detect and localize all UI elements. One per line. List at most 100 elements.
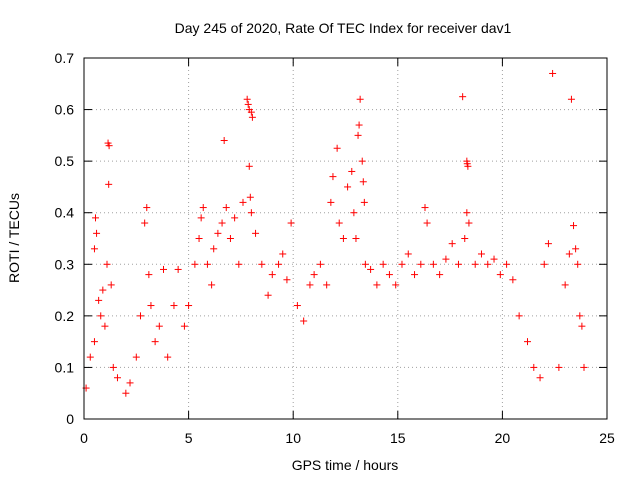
data-point <box>191 260 199 268</box>
data-point <box>287 219 295 227</box>
data-point <box>358 157 366 165</box>
data-point <box>544 240 552 248</box>
data-point <box>530 363 538 371</box>
data-point <box>99 286 107 294</box>
data-point <box>113 374 121 382</box>
y-tick-label: 0 <box>66 411 74 427</box>
y-tick-label: 0.1 <box>55 359 75 375</box>
data-point <box>252 229 260 237</box>
x-tick-label: 25 <box>599 430 615 446</box>
data-point <box>323 281 331 289</box>
data-point <box>95 296 103 304</box>
data-point <box>471 260 479 268</box>
data-point <box>243 95 251 103</box>
data-point <box>141 219 149 227</box>
data-point <box>509 276 517 284</box>
data-point <box>477 250 485 258</box>
data-point <box>174 265 182 273</box>
data-point <box>214 229 222 237</box>
data-point <box>515 312 523 320</box>
data-point <box>92 214 100 222</box>
data-point <box>155 322 163 330</box>
data-point <box>578 322 586 330</box>
data-point <box>275 260 283 268</box>
data-point <box>335 219 343 227</box>
data-point <box>126 379 134 387</box>
y-tick-label: 0.4 <box>55 205 75 221</box>
data-point <box>536 374 544 382</box>
data-point <box>398 260 406 268</box>
data-point <box>258 260 266 268</box>
y-tick-label: 0.7 <box>55 50 75 66</box>
data-point <box>210 245 218 253</box>
data-point <box>86 353 94 361</box>
y-tick-label: 0.5 <box>55 153 75 169</box>
points-layer <box>82 69 588 397</box>
data-point <box>235 260 243 268</box>
data-point <box>208 281 216 289</box>
data-point <box>496 271 504 279</box>
data-point <box>561 281 569 289</box>
data-point <box>203 260 211 268</box>
data-point <box>109 363 117 371</box>
data-point <box>159 265 167 273</box>
data-point <box>170 302 178 310</box>
data-point <box>103 260 111 268</box>
data-point <box>329 173 337 181</box>
data-point <box>248 113 256 121</box>
data-point <box>459 93 467 101</box>
data-point <box>104 139 112 147</box>
data-point <box>327 198 335 206</box>
data-point <box>490 255 498 263</box>
data-point <box>244 100 252 108</box>
data-point <box>93 229 101 237</box>
data-point <box>361 260 369 268</box>
data-point <box>354 131 362 139</box>
data-point <box>463 209 471 217</box>
data-point <box>356 95 364 103</box>
data-point <box>576 312 584 320</box>
ticks-layer: 0 5 10 15 20 25 0 0.1 0.2 0.3 0.4 0.5 0.6 0.7 <box>55 50 615 446</box>
data-point <box>417 260 425 268</box>
data-point <box>199 204 207 212</box>
data-point <box>373 281 381 289</box>
data-point <box>310 271 318 279</box>
data-point <box>555 363 563 371</box>
data-point <box>423 219 431 227</box>
y-tick-label: 0.6 <box>55 102 75 118</box>
data-point <box>164 353 172 361</box>
data-point <box>279 250 287 258</box>
data-point <box>293 302 301 310</box>
data-point <box>567 95 575 103</box>
data-point <box>442 255 450 263</box>
data-point <box>107 281 115 289</box>
data-point <box>461 235 469 242</box>
data-point <box>180 322 188 330</box>
data-point <box>339 235 347 242</box>
data-point <box>350 209 358 217</box>
data-point <box>185 302 193 310</box>
y-tick-label: 0.3 <box>55 256 75 272</box>
data-point <box>122 389 130 397</box>
data-point <box>436 271 444 279</box>
data-point <box>448 240 456 248</box>
data-point <box>379 260 387 268</box>
data-point <box>247 209 255 217</box>
data-point <box>570 222 578 230</box>
data-point <box>411 271 419 279</box>
grid-layer <box>84 58 607 419</box>
data-point <box>231 214 239 222</box>
data-point <box>147 302 155 310</box>
data-point <box>549 69 557 77</box>
data-point <box>306 281 314 289</box>
data-point <box>218 219 226 227</box>
x-tick-label: 10 <box>285 430 301 446</box>
data-point <box>392 281 400 289</box>
data-point <box>385 271 393 279</box>
data-point <box>239 198 247 206</box>
data-point <box>316 260 324 268</box>
x-tick-label: 20 <box>495 430 511 446</box>
data-point <box>404 250 412 258</box>
data-point <box>572 245 580 253</box>
